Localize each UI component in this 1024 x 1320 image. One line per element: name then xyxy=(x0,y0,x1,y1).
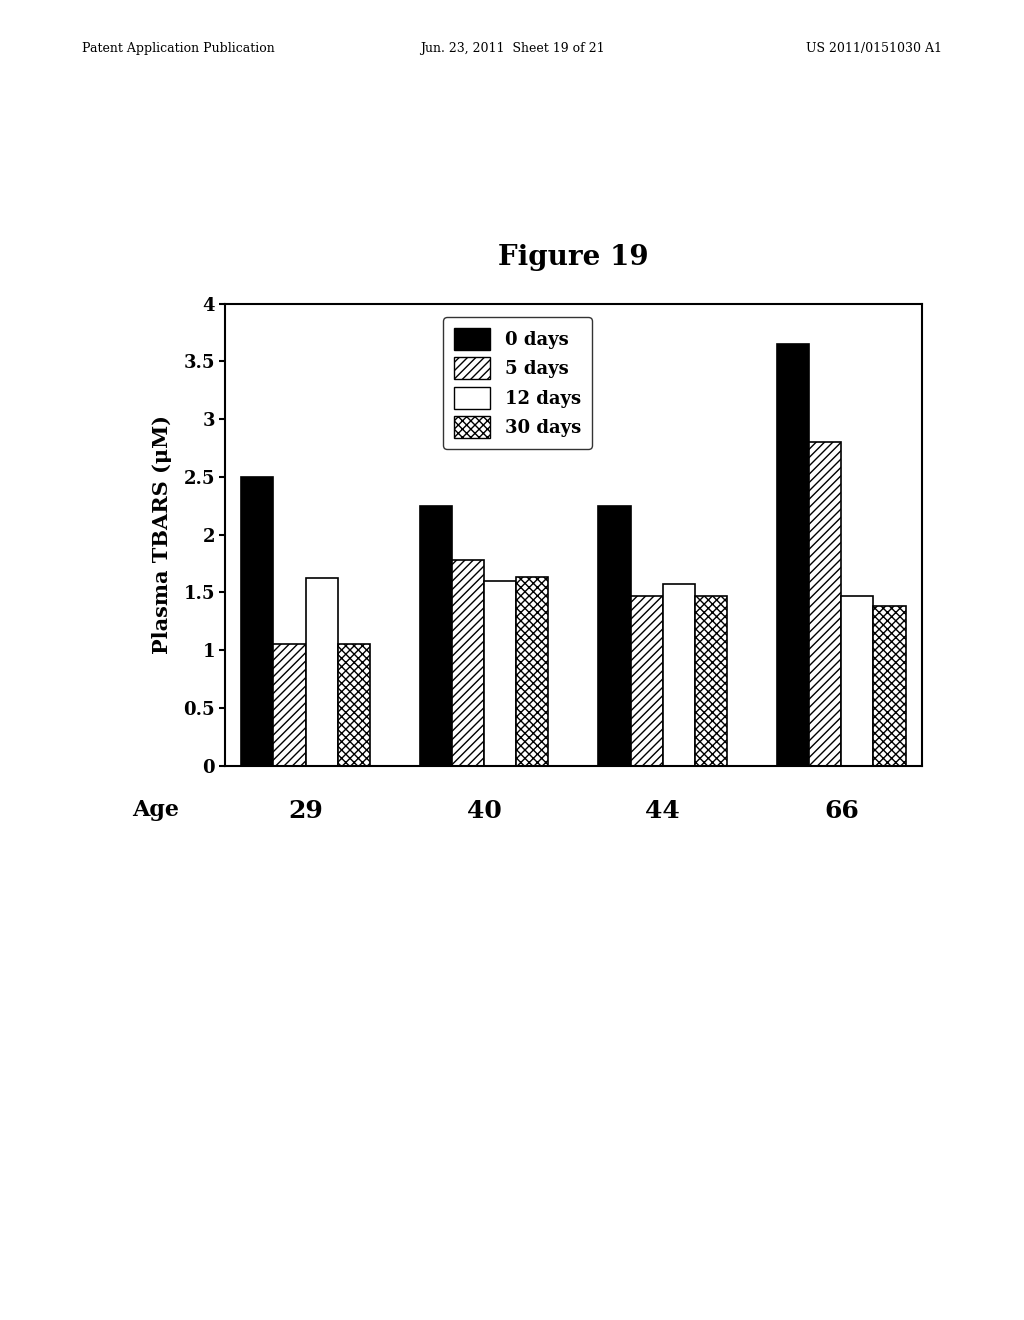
Bar xyxy=(695,595,727,766)
Text: US 2011/0151030 A1: US 2011/0151030 A1 xyxy=(806,42,942,55)
Text: 29: 29 xyxy=(288,799,323,822)
Legend: 0 days, 5 days, 12 days, 30 days: 0 days, 5 days, 12 days, 30 days xyxy=(443,317,592,449)
Bar xyxy=(842,595,873,766)
Text: Age: Age xyxy=(132,799,179,821)
Bar xyxy=(338,644,370,766)
Text: 66: 66 xyxy=(824,799,859,822)
Bar xyxy=(273,644,305,766)
Bar xyxy=(484,581,516,766)
Bar xyxy=(663,585,695,766)
Bar xyxy=(452,560,484,766)
Bar xyxy=(809,442,842,766)
Bar xyxy=(420,506,452,766)
Text: Jun. 23, 2011  Sheet 19 of 21: Jun. 23, 2011 Sheet 19 of 21 xyxy=(420,42,604,55)
Bar xyxy=(873,606,905,766)
Text: Patent Application Publication: Patent Application Publication xyxy=(82,42,274,55)
Bar xyxy=(242,477,273,766)
Text: Figure 19: Figure 19 xyxy=(498,244,649,271)
Bar xyxy=(516,577,549,766)
Text: 40: 40 xyxy=(467,799,502,822)
Y-axis label: Plasma TBARS (μM): Plasma TBARS (μM) xyxy=(153,414,172,655)
Text: 44: 44 xyxy=(645,799,680,822)
Bar xyxy=(598,506,631,766)
Bar xyxy=(777,345,809,766)
Bar xyxy=(305,578,338,766)
Bar xyxy=(631,595,663,766)
